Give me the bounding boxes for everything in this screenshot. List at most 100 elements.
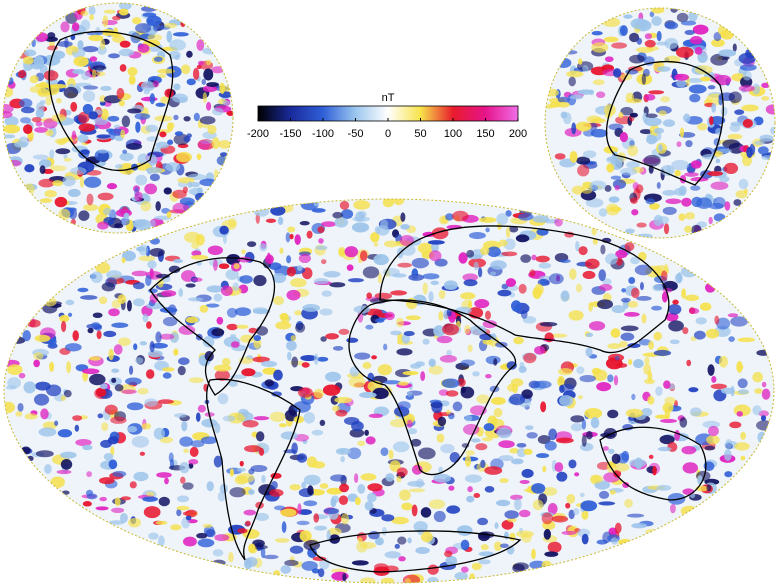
- anomaly-blob: [124, 377, 142, 386]
- anomaly-blob: [715, 158, 721, 164]
- anomaly-blob: [237, 528, 248, 534]
- anomaly-blob: [621, 288, 626, 293]
- anomaly-blob: [147, 34, 163, 42]
- anomaly-blob: [97, 221, 109, 230]
- anomaly-blob: [629, 32, 640, 43]
- anomaly-blob: [72, 415, 83, 421]
- anomaly-blob: [752, 405, 762, 416]
- anomaly-blob: [101, 422, 109, 432]
- anomaly-blob: [613, 375, 619, 386]
- anomaly-blob: [149, 173, 160, 182]
- anomaly-blob: [652, 284, 664, 292]
- anomaly-blob: [649, 202, 660, 210]
- anomaly-blob: [396, 348, 413, 356]
- anomaly-blob: [243, 509, 257, 516]
- anomaly-blob: [631, 287, 640, 299]
- anomaly-blob: [252, 356, 270, 363]
- anomaly-blob: [742, 70, 752, 81]
- anomaly-blob: [644, 39, 656, 48]
- anomaly-blob: [338, 495, 349, 505]
- anomaly-blob: [707, 364, 715, 376]
- anomaly-blob: [397, 381, 409, 386]
- anomaly-blob: [92, 68, 97, 79]
- anomaly-blob: [325, 333, 339, 340]
- anomaly-blob: [737, 337, 756, 343]
- anomaly-blob: [349, 428, 365, 438]
- anomaly-blob: [634, 264, 653, 276]
- anomaly-blob: [437, 416, 447, 427]
- north-outline: [2, 2, 234, 234]
- anomaly-blob: [49, 165, 67, 172]
- anomaly-blob: [404, 578, 411, 583]
- anomaly-blob: [476, 394, 490, 404]
- anomaly-blob: [445, 409, 451, 415]
- anomaly-blob: [261, 474, 266, 483]
- anomaly-blob: [598, 269, 606, 282]
- anomaly-blob: [519, 361, 525, 368]
- anomaly-blob: [359, 541, 376, 549]
- anomaly-blob: [82, 103, 94, 115]
- anomaly-blob: [135, 174, 148, 186]
- anomaly-blob: [285, 232, 291, 243]
- anomaly-blob: [311, 208, 326, 213]
- anomaly-blob: [521, 468, 534, 479]
- anomaly-blob: [690, 160, 702, 169]
- anomaly-blob: [670, 8, 678, 13]
- anomaly-blob: [512, 562, 529, 571]
- anomaly-blob: [359, 391, 377, 399]
- anomaly-blob: [711, 375, 717, 383]
- anomaly-blob: [33, 352, 44, 360]
- anomaly-blob: [480, 459, 486, 469]
- anomaly-blob: [160, 96, 170, 104]
- anomaly-blob: [443, 280, 458, 291]
- anomaly-blob: [202, 47, 220, 55]
- anomaly-blob: [607, 343, 622, 350]
- anomaly-blob: [145, 167, 163, 174]
- anomaly-blob: [641, 73, 647, 85]
- anomaly-blob: [146, 15, 162, 26]
- anomaly-blob: [82, 501, 92, 507]
- anomaly-blob: [334, 217, 349, 228]
- anomaly-blob: [438, 289, 446, 299]
- anomaly-blob: [396, 467, 408, 477]
- anomaly-blob: [531, 483, 546, 494]
- anomaly-blob: [628, 359, 633, 366]
- anomaly-blob: [468, 231, 486, 240]
- anomaly-blob: [460, 359, 476, 367]
- anomaly-blob: [507, 518, 517, 523]
- anomaly-blob: [22, 56, 34, 65]
- anomaly-blob: [117, 294, 127, 304]
- anomaly-blob: [7, 364, 23, 376]
- anomaly-blob: [126, 402, 144, 411]
- anomaly-blob: [407, 537, 412, 544]
- anomaly-blob: [15, 411, 23, 417]
- anomaly-blob: [485, 227, 490, 233]
- anomaly-blob: [191, 277, 203, 282]
- anomaly-blob: [608, 206, 622, 212]
- anomaly-blob: [554, 462, 564, 473]
- anomaly-blob: [627, 145, 638, 157]
- anomaly-blob: [246, 241, 257, 248]
- anomaly-blob: [468, 325, 487, 336]
- anomaly-blob: [723, 162, 739, 174]
- anomaly-blob: [89, 56, 98, 62]
- anomaly-blob: [145, 369, 155, 379]
- anomaly-blob: [35, 450, 54, 458]
- anomaly-blob: [590, 474, 604, 484]
- anomaly-blob: [448, 485, 455, 491]
- anomaly-blob: [122, 149, 128, 154]
- anomaly-blob: [219, 483, 228, 494]
- anomaly-blob: [236, 467, 247, 472]
- anomaly-blob: [590, 128, 608, 138]
- anomaly-blob: [168, 50, 181, 60]
- anomaly-blob: [660, 418, 678, 424]
- anomaly-blob: [127, 108, 142, 114]
- anomaly-blob: [581, 419, 587, 430]
- anomaly-blob: [252, 307, 268, 314]
- anomaly-blob: [577, 164, 590, 177]
- anomaly-blob: [555, 437, 574, 444]
- anomaly-blob: [374, 563, 389, 572]
- anomaly-blob: [206, 101, 212, 111]
- anomaly-blob: [147, 350, 163, 358]
- anomaly-blob: [576, 366, 585, 375]
